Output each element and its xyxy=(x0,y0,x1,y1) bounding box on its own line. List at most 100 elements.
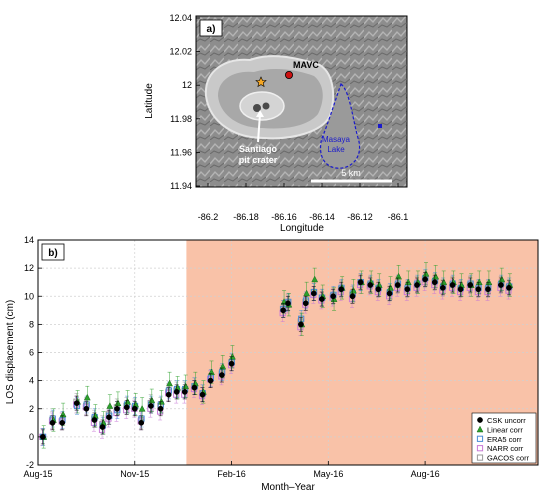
map-x-tick-label: -86.14 xyxy=(309,212,335,222)
lake-label-2: Lake xyxy=(327,145,345,154)
legend-marker xyxy=(476,454,484,461)
csk-uncorr-point xyxy=(138,419,145,426)
csk-uncorr-point xyxy=(404,286,411,293)
csk-uncorr-point xyxy=(91,417,98,423)
csk-uncorr-point xyxy=(394,282,401,288)
map-panel: MAVC Masaya Lake Santiago pit crater 5 k… xyxy=(144,13,408,234)
csk-uncorr-point xyxy=(298,321,304,328)
data-points xyxy=(39,262,514,449)
linear-corr-point xyxy=(124,397,132,405)
star-marker xyxy=(255,76,267,88)
y-ticks: -2 0 2 4 6 8 10 12 14 xyxy=(24,235,42,470)
csk-uncorr-point xyxy=(99,424,106,430)
y-tick-label: 6 xyxy=(29,348,34,358)
linear-corr-point xyxy=(432,272,440,280)
y-tick-label: 8 xyxy=(29,319,34,329)
y-tick-label: 0 xyxy=(29,432,34,442)
scale-label: 5 km xyxy=(341,168,361,178)
csk-uncorr-point xyxy=(319,296,325,302)
legend-label: GACOS corr xyxy=(487,454,530,463)
csk-uncorr-point xyxy=(310,290,317,297)
csk-uncorr-point xyxy=(485,286,491,293)
csk-uncorr-point xyxy=(280,307,287,314)
legend-label: ERA5 corr xyxy=(487,435,522,444)
map-y-label: Latitude xyxy=(144,83,155,119)
x-ticks: Aug-15 Nov-15 Feb-16 May-16 Aug-16 xyxy=(23,461,440,479)
csk-uncorr-point xyxy=(199,391,206,398)
csk-uncorr-point xyxy=(367,282,374,288)
legend-marker xyxy=(476,435,484,442)
map-x-tick-label: -86.2 xyxy=(198,212,219,222)
x-tick-label: Aug-16 xyxy=(411,469,440,479)
lake-label-1: Masaya xyxy=(322,135,351,144)
csk-uncorr-point xyxy=(59,419,66,426)
linear-corr-point xyxy=(440,278,448,286)
csk-uncorr-point xyxy=(131,405,138,412)
linear-corr-point xyxy=(498,275,506,283)
y-tick-label: 10 xyxy=(24,291,34,301)
map-x-tick-label: -86.16 xyxy=(271,212,297,222)
csk-uncorr-point xyxy=(173,389,180,395)
csk-uncorr-point xyxy=(148,403,154,409)
csk-uncorr-point xyxy=(386,290,393,297)
legend-marker xyxy=(476,445,484,452)
legend-marker xyxy=(476,425,484,433)
csk-uncorr-point xyxy=(165,391,172,398)
panel-b-label-box xyxy=(41,243,65,261)
legend-label: CSK uncorr xyxy=(487,416,526,425)
csk-uncorr-point xyxy=(219,372,225,378)
csk-uncorr-point xyxy=(439,284,446,291)
csk-uncorr-point xyxy=(228,360,235,367)
blue-marker xyxy=(378,124,382,128)
crater-pit xyxy=(262,102,270,110)
x-tick-label: Aug-15 xyxy=(23,469,52,479)
linear-corr-point xyxy=(311,275,319,283)
csk-uncorr-point xyxy=(83,405,90,412)
csk-uncorr-point xyxy=(49,419,56,426)
linear-corr-point xyxy=(166,379,173,387)
csk-uncorr-point xyxy=(191,384,198,391)
csk-uncorr-point xyxy=(414,282,420,288)
csk-uncorr-point xyxy=(106,414,112,421)
chart-panel: Aug-15 Nov-15 Feb-16 May-16 Aug-16 -2 0 2 4 6 8 10… xyxy=(5,235,539,493)
map-frame xyxy=(195,15,408,188)
crater-arrow-head xyxy=(256,110,264,117)
csk-uncorr-point xyxy=(467,282,474,288)
linear-corr-point xyxy=(422,270,430,277)
map-y-tick-label: 11.94 xyxy=(170,181,192,191)
legend-label: Linear corr xyxy=(487,425,523,434)
csk-uncorr-point xyxy=(457,286,464,293)
era5-corr-point xyxy=(298,315,305,322)
csk-uncorr-point xyxy=(123,404,130,411)
crater-pit xyxy=(253,104,261,112)
csk-uncorr-point xyxy=(475,286,482,293)
csk-uncorr-point xyxy=(181,389,188,395)
csk-uncorr-point xyxy=(302,300,309,307)
crater-label-1: Santiago xyxy=(239,144,278,154)
y-tick-label: 12 xyxy=(24,263,34,273)
csk-uncorr-point xyxy=(349,293,356,300)
masaya-lake xyxy=(319,82,361,169)
csk-uncorr-point xyxy=(157,405,164,412)
y-tick-label: 14 xyxy=(24,235,34,245)
panel-a-label-box xyxy=(199,19,223,37)
mavc-label: MAVC xyxy=(293,60,319,70)
csk-uncorr-point xyxy=(431,279,438,286)
map-y-tick-label: 11.98 xyxy=(170,114,192,124)
x-tick-label: Feb-16 xyxy=(217,469,246,479)
linear-corr-point xyxy=(350,286,357,294)
csk-uncorr-point xyxy=(422,276,428,283)
linear-corr-point xyxy=(148,396,156,404)
csk-uncorr-point xyxy=(498,282,504,288)
linear-corr-point xyxy=(83,393,91,401)
map-y-tick-label: 12 xyxy=(182,80,192,90)
map-y-tick-label: 11.96 xyxy=(170,147,192,157)
x-tick-label: May-16 xyxy=(313,469,343,479)
linear-corr-point xyxy=(182,382,190,390)
y-axis-label: LOS displacement (cm) xyxy=(5,300,16,404)
legend-marker xyxy=(477,417,483,423)
linear-corr-point xyxy=(387,284,394,291)
csk-uncorr-point xyxy=(285,300,291,307)
